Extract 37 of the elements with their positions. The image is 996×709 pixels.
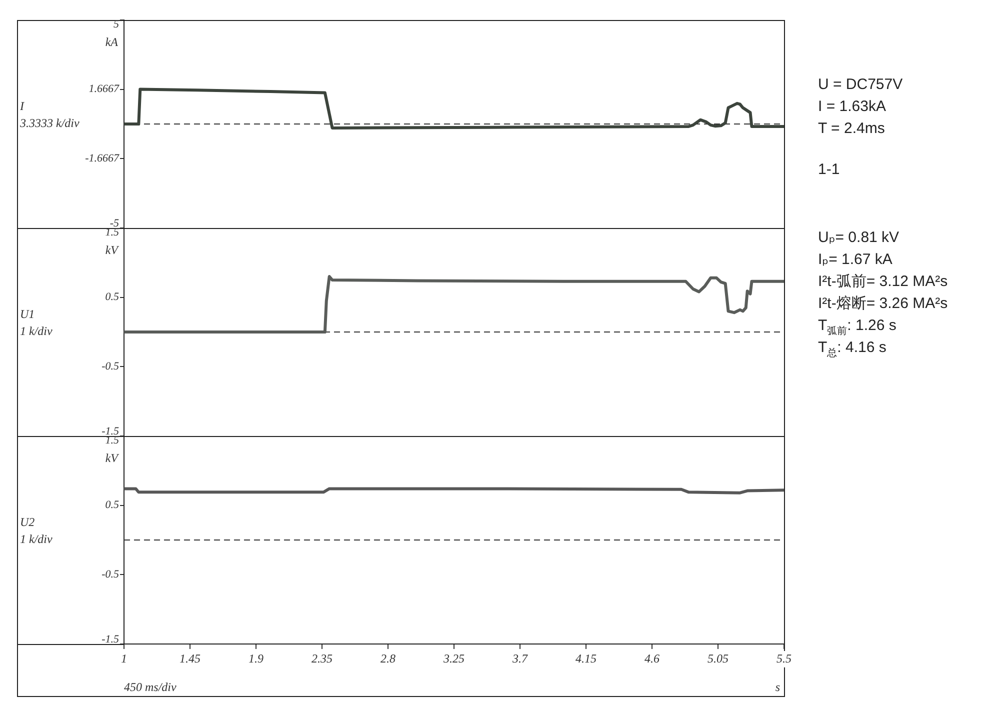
y-tick-label: 1.6667 bbox=[88, 83, 120, 96]
text: T$_{总}$: 4.16 s bbox=[818, 338, 888, 359]
text: T$_{弧前}$: 1.26 s bbox=[818, 316, 898, 337]
x-tick-label: 4.15 bbox=[576, 651, 596, 666]
text: I²t-弧前= 3.12 MA²s bbox=[818, 272, 948, 292]
y-tick-label: -0.5 bbox=[102, 360, 120, 373]
text: kV bbox=[105, 451, 118, 465]
text: U = DC757V bbox=[818, 75, 904, 95]
x-tick-label: 4.6 bbox=[644, 651, 660, 666]
y-tick-label: -1.6667 bbox=[85, 152, 120, 165]
text: Iₚ= 1.67 kA bbox=[818, 250, 894, 270]
y-axis-title: I 3.3333 k/div bbox=[20, 98, 80, 132]
y-tick-label: 0.5 bbox=[105, 499, 120, 512]
text: kA bbox=[105, 35, 118, 49]
x-tick-label: 2.8 bbox=[380, 651, 396, 666]
x-tick-label: 1.9 bbox=[248, 651, 264, 666]
x-tick-label: 5.05 bbox=[708, 651, 728, 666]
text: T = 2.4ms bbox=[818, 119, 886, 139]
text: kV bbox=[105, 243, 118, 257]
y-tick-label: -1.5 bbox=[102, 633, 120, 646]
text: I = 1.63kA bbox=[818, 97, 887, 117]
y-tick-label: -0.5 bbox=[102, 568, 120, 581]
x-tick-label: 5.5 bbox=[776, 651, 792, 666]
x-tick-label: 1.45 bbox=[180, 651, 200, 666]
text: 1-1 bbox=[818, 160, 841, 180]
text: s bbox=[775, 680, 780, 694]
y-axis-title: U1 1 k/div bbox=[20, 306, 52, 340]
y-tick-label: 0.5 bbox=[105, 291, 120, 304]
y-tick-label: 5 bbox=[114, 18, 120, 30]
x-tick-label: 2.35 bbox=[312, 651, 332, 666]
x-tick-label: 3.25 bbox=[442, 651, 464, 666]
x-axis-title: 450 ms/div bbox=[124, 680, 176, 694]
x-tick-label: 3.7 bbox=[512, 651, 528, 666]
x-tick-label: 1 bbox=[121, 651, 127, 666]
y-axis-title: U2 1 k/div bbox=[20, 514, 52, 548]
text: I²t-熔断= 3.26 MA²s bbox=[818, 294, 948, 314]
text: Uₚ= 0.81 kV bbox=[818, 228, 900, 248]
